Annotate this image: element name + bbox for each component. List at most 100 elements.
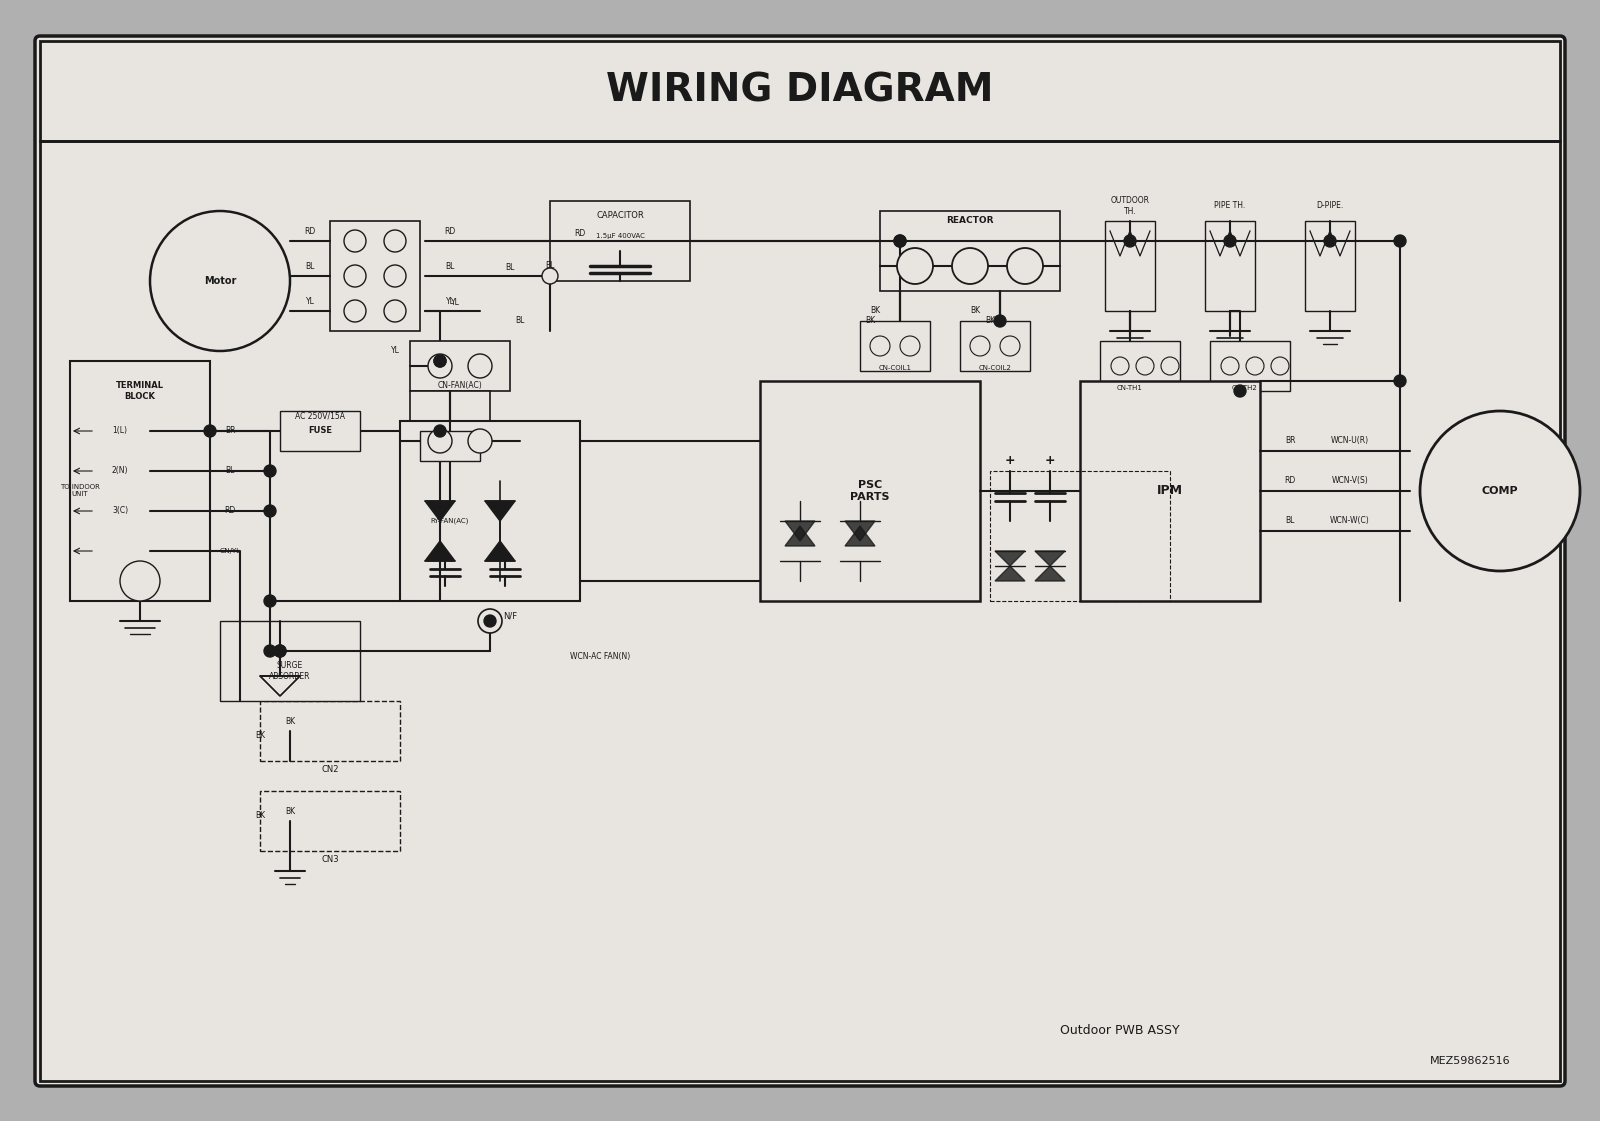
Circle shape xyxy=(1123,235,1136,247)
Circle shape xyxy=(384,300,406,322)
Text: BK: BK xyxy=(285,716,294,725)
Text: REACTOR: REACTOR xyxy=(946,216,994,225)
Bar xyxy=(419,430,480,461)
Text: FUSE: FUSE xyxy=(307,426,333,435)
Text: Motor: Motor xyxy=(203,276,237,286)
Circle shape xyxy=(264,504,277,517)
Circle shape xyxy=(344,230,366,252)
Circle shape xyxy=(952,248,989,284)
Bar xyxy=(410,341,510,391)
Bar xyxy=(259,701,400,761)
Polygon shape xyxy=(426,541,454,560)
Polygon shape xyxy=(786,521,814,541)
Text: CAPACITOR: CAPACITOR xyxy=(597,212,643,221)
Bar xyxy=(40,141,1560,1081)
Polygon shape xyxy=(485,541,515,560)
Circle shape xyxy=(542,268,558,284)
Circle shape xyxy=(970,336,990,356)
Circle shape xyxy=(150,211,290,351)
Text: BL: BL xyxy=(546,261,555,270)
Circle shape xyxy=(899,336,920,356)
Text: BK: BK xyxy=(986,316,995,325)
Text: GN/YL: GN/YL xyxy=(219,548,240,554)
Text: BL: BL xyxy=(515,316,525,325)
Circle shape xyxy=(1246,356,1264,376)
Text: BR: BR xyxy=(224,426,235,435)
Text: CN-COIL1: CN-COIL1 xyxy=(878,365,912,371)
Circle shape xyxy=(434,355,446,367)
Text: YL: YL xyxy=(306,297,315,306)
Circle shape xyxy=(120,560,160,601)
Text: PIPE TH.: PIPE TH. xyxy=(1214,202,1246,211)
Polygon shape xyxy=(786,526,814,546)
Circle shape xyxy=(1394,235,1406,247)
Bar xyxy=(221,621,360,701)
Bar xyxy=(990,471,1170,601)
Text: SURGE
ABSORBER: SURGE ABSORBER xyxy=(269,661,310,680)
Circle shape xyxy=(894,235,906,247)
Text: BK: BK xyxy=(870,306,880,315)
Circle shape xyxy=(1162,356,1179,376)
Text: CN3: CN3 xyxy=(322,854,339,863)
Text: RD: RD xyxy=(574,230,586,239)
Polygon shape xyxy=(995,552,1026,566)
Text: AC 250V/15A: AC 250V/15A xyxy=(294,411,346,420)
Circle shape xyxy=(1000,336,1021,356)
Text: +: + xyxy=(1045,454,1056,467)
Circle shape xyxy=(1270,356,1290,376)
Text: BL: BL xyxy=(1285,517,1294,526)
Text: N/F: N/F xyxy=(502,611,517,621)
Text: RD: RD xyxy=(445,228,456,237)
Circle shape xyxy=(1224,235,1235,247)
Circle shape xyxy=(344,300,366,322)
Text: 1(L): 1(L) xyxy=(112,426,128,435)
Text: IPM: IPM xyxy=(1157,484,1182,498)
Circle shape xyxy=(1221,356,1238,376)
Circle shape xyxy=(1006,248,1043,284)
Bar xyxy=(400,421,579,601)
Bar xyxy=(760,381,979,601)
Text: RD: RD xyxy=(224,507,235,516)
Circle shape xyxy=(870,336,890,356)
FancyBboxPatch shape xyxy=(35,36,1565,1086)
Text: TO INDOOR
UNIT: TO INDOOR UNIT xyxy=(61,484,99,498)
Text: RD: RD xyxy=(304,228,315,237)
Bar xyxy=(410,391,490,501)
Text: TERMINAL
BLOCK: TERMINAL BLOCK xyxy=(115,381,165,400)
Bar xyxy=(1080,381,1261,601)
Text: WCN-W(C): WCN-W(C) xyxy=(1330,517,1370,526)
Circle shape xyxy=(384,230,406,252)
Text: CN-FAN(AC): CN-FAN(AC) xyxy=(438,381,482,390)
Circle shape xyxy=(994,315,1006,327)
Circle shape xyxy=(1234,385,1246,397)
Circle shape xyxy=(384,265,406,287)
Text: CN-TH1: CN-TH1 xyxy=(1117,385,1142,391)
Text: PSC
PARTS: PSC PARTS xyxy=(850,480,890,502)
Circle shape xyxy=(274,645,286,657)
Text: Outdoor PWB ASSY: Outdoor PWB ASSY xyxy=(1061,1025,1179,1038)
Bar xyxy=(40,41,1560,141)
Polygon shape xyxy=(845,526,875,546)
Circle shape xyxy=(1325,235,1336,247)
Circle shape xyxy=(205,425,216,437)
Circle shape xyxy=(1421,411,1581,571)
Circle shape xyxy=(264,645,277,657)
Text: YL: YL xyxy=(445,297,454,306)
Bar xyxy=(861,321,930,371)
Bar xyxy=(960,321,1030,371)
Text: WCN-AC FAN(N): WCN-AC FAN(N) xyxy=(570,651,630,660)
Bar xyxy=(1210,341,1290,391)
Bar xyxy=(70,361,210,601)
Text: +: + xyxy=(1005,454,1016,467)
Polygon shape xyxy=(1035,552,1066,566)
Circle shape xyxy=(434,425,446,437)
Bar xyxy=(1101,341,1181,391)
Text: BR: BR xyxy=(1285,436,1296,445)
Text: WCN-V(S): WCN-V(S) xyxy=(1331,476,1368,485)
Text: BK: BK xyxy=(254,732,266,741)
Text: WIRING DIAGRAM: WIRING DIAGRAM xyxy=(606,72,994,110)
Circle shape xyxy=(1394,376,1406,387)
Text: BK: BK xyxy=(866,316,875,325)
Bar xyxy=(330,221,419,331)
Circle shape xyxy=(274,645,286,657)
